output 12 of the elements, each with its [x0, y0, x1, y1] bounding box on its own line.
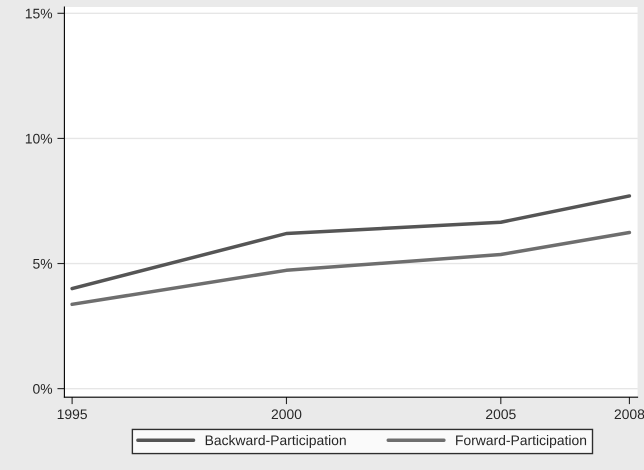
y-tick-label: 0% — [33, 384, 52, 394]
x-tick-label: 2008 — [614, 409, 644, 420]
y-tick-label: 10% — [26, 134, 52, 144]
legend-label: Backward-Participation — [206, 435, 346, 448]
y-tick-label: 5% — [33, 258, 52, 269]
y-tick-label: 15% — [26, 8, 52, 18]
legend-label: Forward-Participation — [456, 435, 586, 448]
line-series — [70, 194, 632, 290]
x-tick-label: 1995 — [58, 409, 87, 420]
line-series — [70, 230, 632, 306]
x-tick-label: 2000 — [272, 409, 302, 420]
x-tick-label: 2005 — [486, 409, 516, 420]
